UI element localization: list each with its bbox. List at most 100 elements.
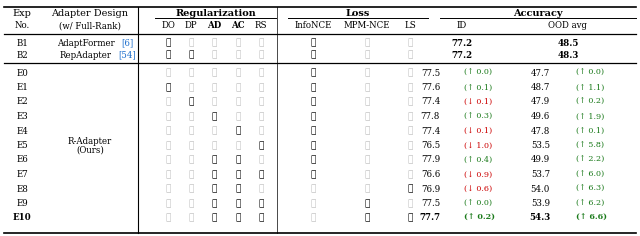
Text: ✓: ✓ <box>310 68 316 77</box>
Text: InfoNCE: InfoNCE <box>294 21 332 30</box>
Text: ✗: ✗ <box>364 97 370 106</box>
Text: ✗: ✗ <box>364 112 370 121</box>
Text: 77.6: 77.6 <box>420 83 440 92</box>
Text: Exp: Exp <box>13 9 31 18</box>
Text: ✓: ✓ <box>165 83 171 92</box>
Text: ✗: ✗ <box>211 51 217 59</box>
Text: ✗: ✗ <box>407 199 413 208</box>
Text: ✗: ✗ <box>165 126 171 135</box>
Text: ✓: ✓ <box>259 170 264 179</box>
Text: 54.3: 54.3 <box>529 214 550 223</box>
Text: ✗: ✗ <box>165 185 171 194</box>
Text: ✓: ✓ <box>259 214 264 223</box>
Text: ✓: ✓ <box>310 97 316 106</box>
Text: ✗: ✗ <box>259 112 264 121</box>
Text: (↑ 0.0): (↑ 0.0) <box>464 199 492 207</box>
Text: E3: E3 <box>16 112 28 121</box>
Text: ✗: ✗ <box>188 38 194 47</box>
Text: (Ours): (Ours) <box>76 146 104 155</box>
Text: (↑ 6.2): (↑ 6.2) <box>576 199 604 207</box>
Text: ✗: ✗ <box>364 38 370 47</box>
Text: (↑ 1.9): (↑ 1.9) <box>576 113 604 121</box>
Text: ✗: ✗ <box>211 68 217 77</box>
Text: ✓: ✓ <box>259 141 264 150</box>
Text: ✗: ✗ <box>259 185 264 194</box>
Text: ✓: ✓ <box>364 199 370 208</box>
Text: ✗: ✗ <box>236 141 241 150</box>
Text: (↓ 0.6): (↓ 0.6) <box>464 185 492 193</box>
Text: ✗: ✗ <box>188 214 194 223</box>
Text: ✓: ✓ <box>211 156 217 164</box>
Text: ✗: ✗ <box>165 156 171 164</box>
Text: ✓: ✓ <box>211 170 217 179</box>
Text: ✗: ✗ <box>407 83 413 92</box>
Text: ✗: ✗ <box>211 97 217 106</box>
Text: (↑ 0.0): (↑ 0.0) <box>464 69 492 77</box>
Text: (↑ 6.3): (↑ 6.3) <box>576 185 604 193</box>
Text: [54]: [54] <box>118 51 136 59</box>
Text: 77.8: 77.8 <box>420 112 440 121</box>
Text: ✓: ✓ <box>211 214 217 223</box>
Text: E8: E8 <box>16 185 28 194</box>
Text: 77.9: 77.9 <box>420 156 440 164</box>
Text: ✗: ✗ <box>188 83 194 92</box>
Text: ✓: ✓ <box>188 51 194 59</box>
Text: ✓: ✓ <box>407 185 413 194</box>
Text: ✓: ✓ <box>310 141 316 150</box>
Text: 77.4: 77.4 <box>420 97 440 106</box>
Text: E5: E5 <box>16 141 28 150</box>
Text: ✗: ✗ <box>188 126 194 135</box>
Text: 76.5: 76.5 <box>420 141 440 150</box>
Text: ✓: ✓ <box>211 185 217 194</box>
Text: ✗: ✗ <box>165 141 171 150</box>
Text: 47.7: 47.7 <box>531 68 550 77</box>
Text: 77.2: 77.2 <box>451 38 472 47</box>
Text: E10: E10 <box>13 214 31 223</box>
Text: ✗: ✗ <box>165 170 171 179</box>
Text: ✓: ✓ <box>236 126 241 135</box>
Text: E9: E9 <box>16 199 28 208</box>
Text: Accuracy: Accuracy <box>513 9 563 18</box>
Text: E4: E4 <box>16 126 28 135</box>
Text: ✓: ✓ <box>364 214 370 223</box>
Text: 53.9: 53.9 <box>531 199 550 208</box>
Text: ✓: ✓ <box>310 112 316 121</box>
Text: 76.6: 76.6 <box>420 170 440 179</box>
Text: Loss: Loss <box>346 9 370 18</box>
Text: 48.5: 48.5 <box>557 38 579 47</box>
Text: ✓: ✓ <box>310 170 316 179</box>
Text: Regularization: Regularization <box>175 9 256 18</box>
Text: AC: AC <box>231 21 245 30</box>
Text: AdaptFormer: AdaptFormer <box>57 38 115 47</box>
Text: ✓: ✓ <box>211 112 217 121</box>
Text: ✗: ✗ <box>364 185 370 194</box>
Text: (↑ 0.4): (↑ 0.4) <box>464 156 492 164</box>
Text: (↑ 6.0): (↑ 6.0) <box>576 170 604 178</box>
Text: ✓: ✓ <box>236 185 241 194</box>
Text: ✓: ✓ <box>211 199 217 208</box>
Text: ✗: ✗ <box>236 83 241 92</box>
Text: ✓: ✓ <box>310 51 316 59</box>
Text: 48.3: 48.3 <box>557 51 579 59</box>
Text: ✓: ✓ <box>188 97 194 106</box>
Text: ✗: ✗ <box>211 126 217 135</box>
Text: ✓: ✓ <box>407 214 413 223</box>
Text: ✗: ✗ <box>236 112 241 121</box>
Text: ✗: ✗ <box>407 156 413 164</box>
Text: (↓ 0.1): (↓ 0.1) <box>464 127 492 135</box>
Text: ✗: ✗ <box>188 185 194 194</box>
Text: ✓: ✓ <box>236 170 241 179</box>
Text: [6]: [6] <box>121 38 133 47</box>
Text: 48.7: 48.7 <box>531 83 550 92</box>
Text: ✗: ✗ <box>211 83 217 92</box>
Text: E1: E1 <box>16 83 28 92</box>
Text: ✗: ✗ <box>407 97 413 106</box>
Text: ✗: ✗ <box>259 156 264 164</box>
Text: ID: ID <box>457 21 467 30</box>
Text: 77.2: 77.2 <box>451 51 472 59</box>
Text: (↑ 0.1): (↑ 0.1) <box>464 84 492 92</box>
Text: ✗: ✗ <box>407 170 413 179</box>
Text: 54.0: 54.0 <box>531 185 550 194</box>
Text: 49.6: 49.6 <box>531 112 550 121</box>
Text: ✗: ✗ <box>364 126 370 135</box>
